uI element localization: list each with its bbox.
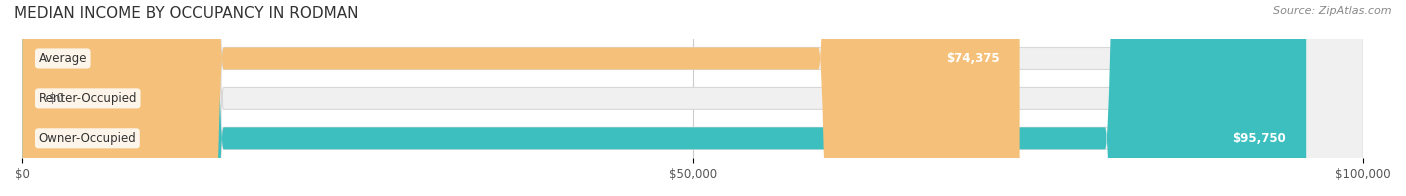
- FancyBboxPatch shape: [22, 0, 1364, 196]
- Text: Owner-Occupied: Owner-Occupied: [38, 132, 136, 145]
- Text: Renter-Occupied: Renter-Occupied: [38, 92, 136, 105]
- Text: Average: Average: [38, 52, 87, 65]
- FancyBboxPatch shape: [22, 0, 1019, 196]
- Text: Source: ZipAtlas.com: Source: ZipAtlas.com: [1274, 6, 1392, 16]
- Text: $74,375: $74,375: [946, 52, 1000, 65]
- FancyBboxPatch shape: [22, 0, 1364, 196]
- FancyBboxPatch shape: [22, 0, 1306, 196]
- Text: $0: $0: [49, 92, 65, 105]
- Text: MEDIAN INCOME BY OCCUPANCY IN RODMAN: MEDIAN INCOME BY OCCUPANCY IN RODMAN: [14, 6, 359, 21]
- Text: $95,750: $95,750: [1232, 132, 1286, 145]
- FancyBboxPatch shape: [22, 0, 1364, 196]
